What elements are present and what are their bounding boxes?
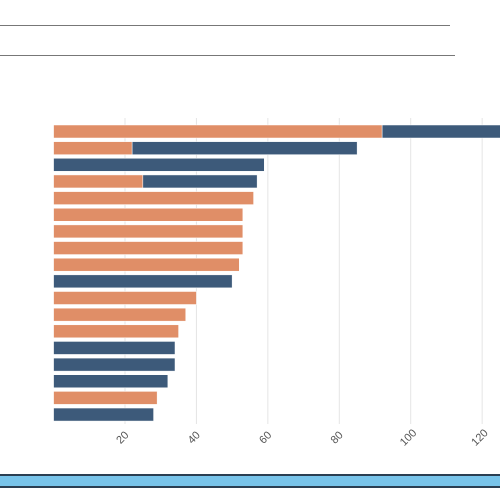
header-divider-bottom	[0, 55, 455, 56]
bar-row-11-series-1	[53, 291, 197, 305]
x-tick-label-60: 60	[257, 429, 274, 446]
horizontal-scrollbar[interactable]	[0, 474, 500, 488]
x-tick-label-80: 80	[329, 429, 346, 446]
x-tick-label-20: 20	[114, 429, 131, 446]
bar-row-4-series-2	[142, 174, 258, 189]
x-axis-ticks: 20 40 60 80 100 120	[114, 427, 490, 448]
bar-row-13-series-1	[53, 324, 179, 339]
header-divider-top	[0, 25, 450, 26]
x-tick-label-120: 120	[469, 427, 490, 448]
bar-row-2-series-1	[53, 141, 133, 155]
bar-row-16-series-2	[53, 374, 169, 388]
bar-row-6-series-1	[53, 208, 244, 222]
bar-row-14-series-2	[53, 341, 176, 355]
bar-row-5-series-1	[53, 191, 254, 205]
bars	[53, 124, 500, 422]
bar-row-18-series-2	[53, 407, 154, 422]
bar-row-10-series-2	[53, 274, 233, 289]
bar-row-4-series-1	[53, 174, 144, 189]
bar-row-17-series-1	[53, 391, 158, 405]
bar-row-3-series-2	[53, 158, 265, 172]
bar-row-12-series-1	[53, 307, 186, 322]
bar-row-7-series-1	[53, 224, 244, 239]
bar-row-1-series-1	[53, 124, 383, 139]
bar-row-8-series-1	[53, 241, 244, 255]
bar-row-2-series-2	[131, 141, 358, 155]
x-tick-label-100: 100	[398, 427, 419, 448]
bar-row-15-series-2	[53, 357, 176, 372]
bar-row-9-series-1	[53, 257, 240, 272]
x-tick-label-40: 40	[186, 429, 203, 446]
bar-row-1-series-2	[381, 124, 500, 139]
